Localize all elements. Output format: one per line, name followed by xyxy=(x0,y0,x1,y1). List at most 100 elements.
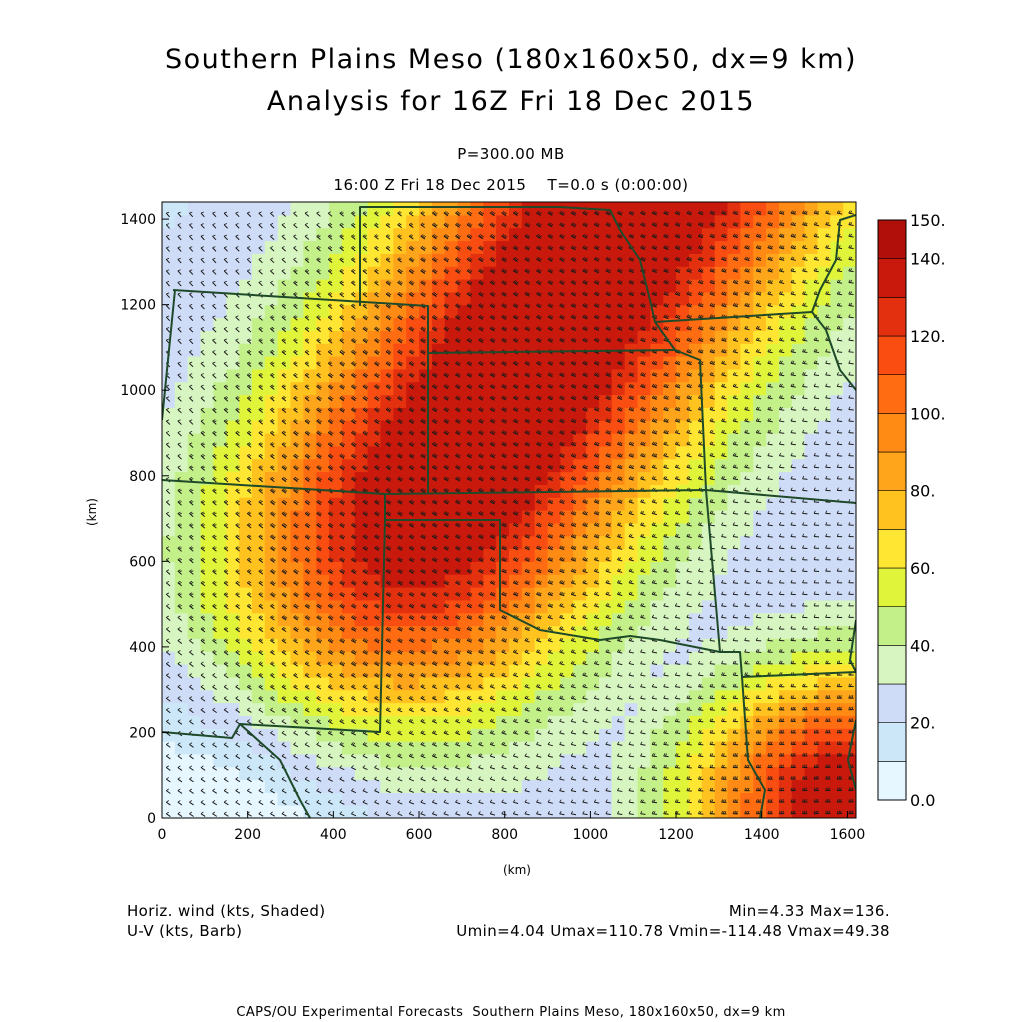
heat-cell xyxy=(817,548,831,562)
heat-cell xyxy=(341,753,356,768)
heat-cell xyxy=(457,753,472,768)
heat-cell xyxy=(791,753,806,768)
heat-cell xyxy=(380,612,394,627)
heat-cell xyxy=(226,279,240,293)
heat-cell xyxy=(624,535,639,550)
wind-barb-flag xyxy=(767,799,770,803)
heat-cell xyxy=(804,343,819,357)
heat-cell xyxy=(509,651,523,665)
heat-cell xyxy=(791,458,806,473)
heat-cell xyxy=(753,715,767,729)
heat-cell xyxy=(200,638,215,652)
heat-cell xyxy=(701,253,716,267)
heat-cell xyxy=(393,356,407,370)
heat-cell xyxy=(573,458,587,473)
heat-cell xyxy=(830,433,844,447)
heat-cell xyxy=(766,805,780,818)
heat-cell xyxy=(560,381,574,396)
heat-cell xyxy=(753,561,767,575)
heat-cell xyxy=(624,458,639,473)
heat-cell xyxy=(470,484,484,498)
heat-cell xyxy=(406,394,420,408)
heat-cell xyxy=(534,445,549,460)
heat-cell xyxy=(521,753,536,768)
wind-barb-flag xyxy=(755,787,758,791)
wind-barb-flag xyxy=(443,811,447,814)
heat-cell xyxy=(830,458,844,473)
heat-cell xyxy=(213,458,227,473)
heat-cell xyxy=(162,253,176,267)
wind-barb-flag xyxy=(734,787,737,791)
wind-barb-flag xyxy=(805,799,808,803)
wind-barb-flag xyxy=(258,799,262,803)
heat-cell xyxy=(496,330,510,344)
heat-cell xyxy=(663,420,677,434)
wind-barb-flag xyxy=(815,776,818,780)
heat-cell xyxy=(213,779,227,793)
heat-cell xyxy=(226,356,240,370)
heat-cell xyxy=(406,689,420,704)
heat-cell xyxy=(830,676,844,691)
heat-cell xyxy=(791,522,806,537)
heat-cell xyxy=(239,445,253,460)
heat-cell xyxy=(830,625,844,639)
heat-cell xyxy=(843,753,856,768)
heat-cell xyxy=(496,741,510,755)
heat-cell xyxy=(419,779,433,793)
heat-cell xyxy=(676,625,690,639)
heat-cell xyxy=(393,689,407,704)
heat-cell xyxy=(817,304,831,319)
wind-barb-flag xyxy=(709,810,712,814)
heat-cell xyxy=(843,676,856,691)
wind-barb xyxy=(316,778,322,782)
heat-cell xyxy=(727,497,741,511)
heat-cell xyxy=(213,202,227,216)
heat-cell xyxy=(830,548,844,562)
wind-barb xyxy=(246,801,252,806)
heat-cell xyxy=(213,227,227,242)
heat-cell xyxy=(367,702,382,716)
heat-cell xyxy=(534,587,549,601)
heat-cell xyxy=(393,343,407,357)
heat-cell xyxy=(791,266,806,280)
heat-cell xyxy=(534,676,549,691)
heat-cell xyxy=(598,792,613,806)
heat-cell xyxy=(714,471,729,485)
wind-barb-flag xyxy=(664,799,667,803)
heat-cell xyxy=(277,420,292,434)
heat-cell xyxy=(521,574,536,588)
heat-cell xyxy=(496,676,510,691)
heat-cell xyxy=(598,561,613,575)
heat-cell xyxy=(586,702,600,716)
heat-cell xyxy=(509,304,523,319)
heat-cell xyxy=(341,343,356,357)
heat-cell xyxy=(727,638,741,652)
heat-cell xyxy=(329,420,343,434)
heat-cell xyxy=(251,548,266,562)
heat-cell xyxy=(817,753,831,768)
wind-barb-flag xyxy=(663,799,666,803)
wind-barb xyxy=(235,767,241,771)
heat-cell xyxy=(367,330,382,344)
heat-cell xyxy=(213,356,227,370)
heat-cell xyxy=(830,741,844,755)
wind-barb xyxy=(663,732,669,735)
heat-cell xyxy=(766,317,780,331)
heat-cell xyxy=(162,471,176,485)
wind-barb-flag xyxy=(247,765,250,768)
heat-cell xyxy=(766,394,780,408)
heat-cell xyxy=(701,266,716,280)
heat-cell xyxy=(483,484,497,498)
heat-cell xyxy=(650,458,664,473)
heat-cell xyxy=(213,612,227,627)
heat-cell xyxy=(637,202,651,216)
heat-cell xyxy=(778,381,793,396)
heat-cell xyxy=(226,535,240,550)
heat-cell xyxy=(162,535,176,550)
heat-cell xyxy=(727,753,741,768)
heat-cell xyxy=(509,561,523,575)
heat-cell xyxy=(714,279,729,293)
heat-cell xyxy=(470,240,484,254)
heat-cell xyxy=(586,522,600,537)
heat-cell xyxy=(663,664,677,678)
